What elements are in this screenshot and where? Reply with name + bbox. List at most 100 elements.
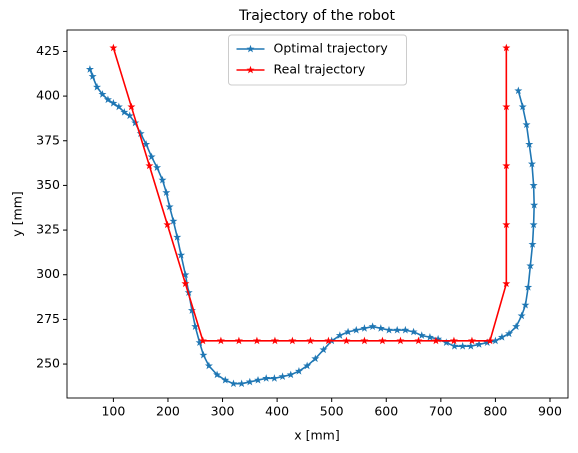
series-marker [505, 329, 514, 338]
legend-marker [246, 44, 255, 53]
series-marker [278, 372, 287, 380]
series-marker [109, 43, 118, 52]
series-marker [385, 325, 393, 334]
series-marker [497, 333, 506, 341]
series-marker [262, 374, 271, 382]
legend-marker [246, 65, 255, 74]
axes-frame [66, 29, 569, 399]
series-marker [342, 336, 351, 345]
series-marker [252, 336, 261, 345]
series-marker [147, 152, 156, 161]
series-marker [181, 279, 190, 288]
series-marker [512, 322, 521, 330]
series-marker [502, 220, 511, 229]
x-tick-label: 800 [483, 404, 507, 419]
series-marker [93, 82, 102, 91]
legend-label: Real trajectory [274, 62, 366, 77]
series-marker [393, 325, 402, 334]
series-marker [311, 354, 320, 363]
series-marker [352, 325, 361, 334]
series-marker [485, 336, 494, 345]
x-tick-label: 400 [265, 404, 289, 419]
series-marker [181, 270, 190, 279]
series-marker [187, 306, 196, 314]
series-marker [114, 102, 123, 111]
series-marker [286, 370, 295, 379]
series-line [89, 69, 535, 385]
series-marker [450, 341, 459, 350]
series-line [112, 47, 508, 342]
series-marker [502, 161, 511, 170]
series-marker [169, 216, 178, 225]
x-tick-label: 300 [211, 404, 235, 419]
series-marker [177, 250, 186, 259]
y-tick-label: 300 [36, 266, 60, 281]
series-marker [483, 338, 492, 347]
y-tick-label: 375 [36, 132, 60, 147]
y-tick-label: 425 [36, 43, 60, 58]
series-marker [173, 233, 182, 241]
y-tick-label: 350 [36, 177, 60, 192]
legend-label: Optimal trajectory [274, 41, 389, 56]
series-marker [360, 336, 369, 345]
series-marker [414, 336, 423, 345]
series-marker [466, 341, 475, 350]
series-marker [378, 336, 387, 345]
x-tick-label: 100 [101, 404, 125, 419]
chart-title: Trajectory of the robot [238, 8, 395, 24]
series-marker [502, 102, 511, 111]
series-marker [528, 240, 537, 248]
series-marker [401, 325, 410, 334]
series-marker [475, 340, 484, 348]
series-marker [195, 338, 204, 347]
series-marker [216, 336, 225, 345]
series-marker [530, 200, 539, 209]
series-marker [163, 220, 172, 229]
series-marker [524, 283, 533, 291]
series-marker [431, 336, 440, 345]
series-marker [165, 202, 174, 211]
series-marker [254, 375, 263, 384]
x-tick-label: 500 [320, 404, 344, 419]
series-marker [103, 95, 112, 104]
series-marker [270, 374, 279, 382]
series-marker [234, 336, 243, 345]
series-marker [85, 65, 94, 73]
series-marker [88, 72, 97, 80]
series-marker [434, 334, 443, 343]
series-marker [491, 336, 500, 345]
series-marker [120, 107, 129, 116]
series-marker [221, 375, 230, 384]
series-marker [136, 129, 145, 138]
series-marker [360, 324, 369, 332]
series-marker [376, 324, 385, 332]
series-marker [270, 336, 279, 345]
series-marker [303, 361, 312, 370]
series-marker [529, 220, 538, 229]
x-tick-label: 200 [156, 404, 180, 419]
series-marker [199, 350, 208, 359]
series-marker [153, 163, 162, 171]
series-marker [98, 90, 107, 98]
series-marker [409, 327, 418, 336]
series-marker [237, 379, 246, 388]
series-marker [442, 338, 451, 347]
x-tick-label: 900 [538, 404, 562, 419]
y-tick-label: 400 [36, 88, 60, 103]
y-tick-label: 275 [36, 311, 60, 326]
series-marker [158, 175, 167, 184]
series-marker [368, 322, 377, 330]
series-marker [522, 120, 531, 129]
series-marker [521, 300, 530, 309]
series-marker [245, 377, 254, 386]
series-marker [502, 279, 511, 288]
series-marker [191, 322, 200, 330]
legend-box [228, 34, 407, 86]
series-marker [324, 336, 333, 345]
series-marker [145, 161, 154, 170]
series-marker [288, 336, 297, 345]
series-marker [294, 367, 303, 375]
y-tick-label: 325 [36, 222, 60, 237]
series-marker [198, 336, 207, 345]
series-marker [229, 379, 238, 388]
